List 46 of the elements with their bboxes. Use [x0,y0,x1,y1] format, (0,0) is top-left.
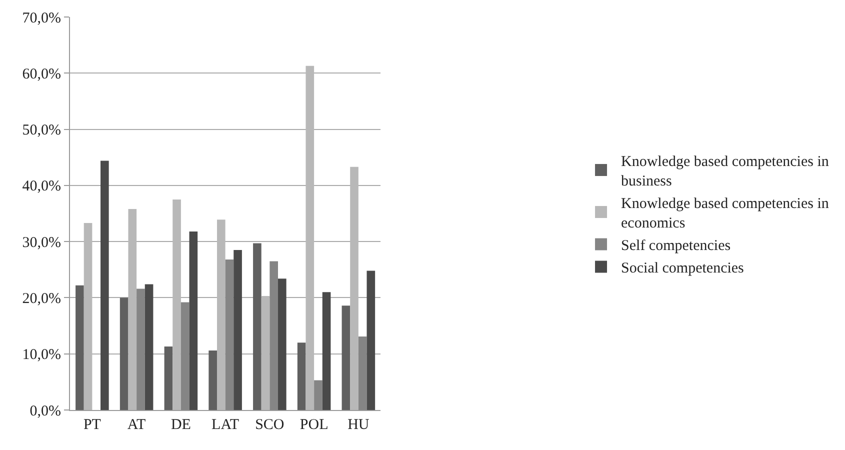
bar [342,306,350,410]
bar [189,231,198,410]
bar [100,160,109,410]
legend-label: Self competencies [621,238,731,254]
x-tick-label: PT [83,417,101,433]
y-tick-label: 30,0% [22,234,61,251]
y-tick-label: 20,0% [22,290,61,307]
x-tick-label: SCO [255,417,284,433]
y-tick-label: 10,0% [22,347,61,364]
bar [180,302,190,410]
bar [136,288,145,410]
bar [322,292,331,410]
bar [76,285,84,410]
bar [84,223,92,410]
bar [128,209,137,410]
legend-label: Social competencies [621,260,744,277]
y-tick-label: 60,0% [22,66,61,82]
x-tick-label: DE [170,417,191,433]
bar [234,250,242,410]
bar [216,220,226,410]
legend-label: Knowledge based competencies in economics [621,196,830,232]
bar [144,284,154,410]
bar [366,270,376,410]
bar [350,166,358,410]
bar [172,199,181,410]
y-tick-label: 40,0% [22,178,61,195]
y-tick-label: 0,0% [30,403,61,420]
legend-label: Knowledge based competencies in business [621,154,830,190]
x-tick-label: POL [300,417,328,433]
x-tick-label: AT [127,417,146,433]
bar [120,298,128,410]
bar [225,260,234,410]
bar [297,342,306,410]
y-tick-label: 50,0% [22,122,61,139]
bar [208,350,217,410]
bar [306,66,314,410]
bar [261,296,270,410]
bar [314,380,322,410]
bar [164,346,173,410]
bar [270,261,278,410]
bar [253,243,262,410]
x-tick-label: HU [348,417,370,433]
bar [278,278,286,410]
y-tick-label: 70,0% [22,10,61,26]
x-tick-label: LAT [212,417,240,433]
bar [358,336,367,410]
